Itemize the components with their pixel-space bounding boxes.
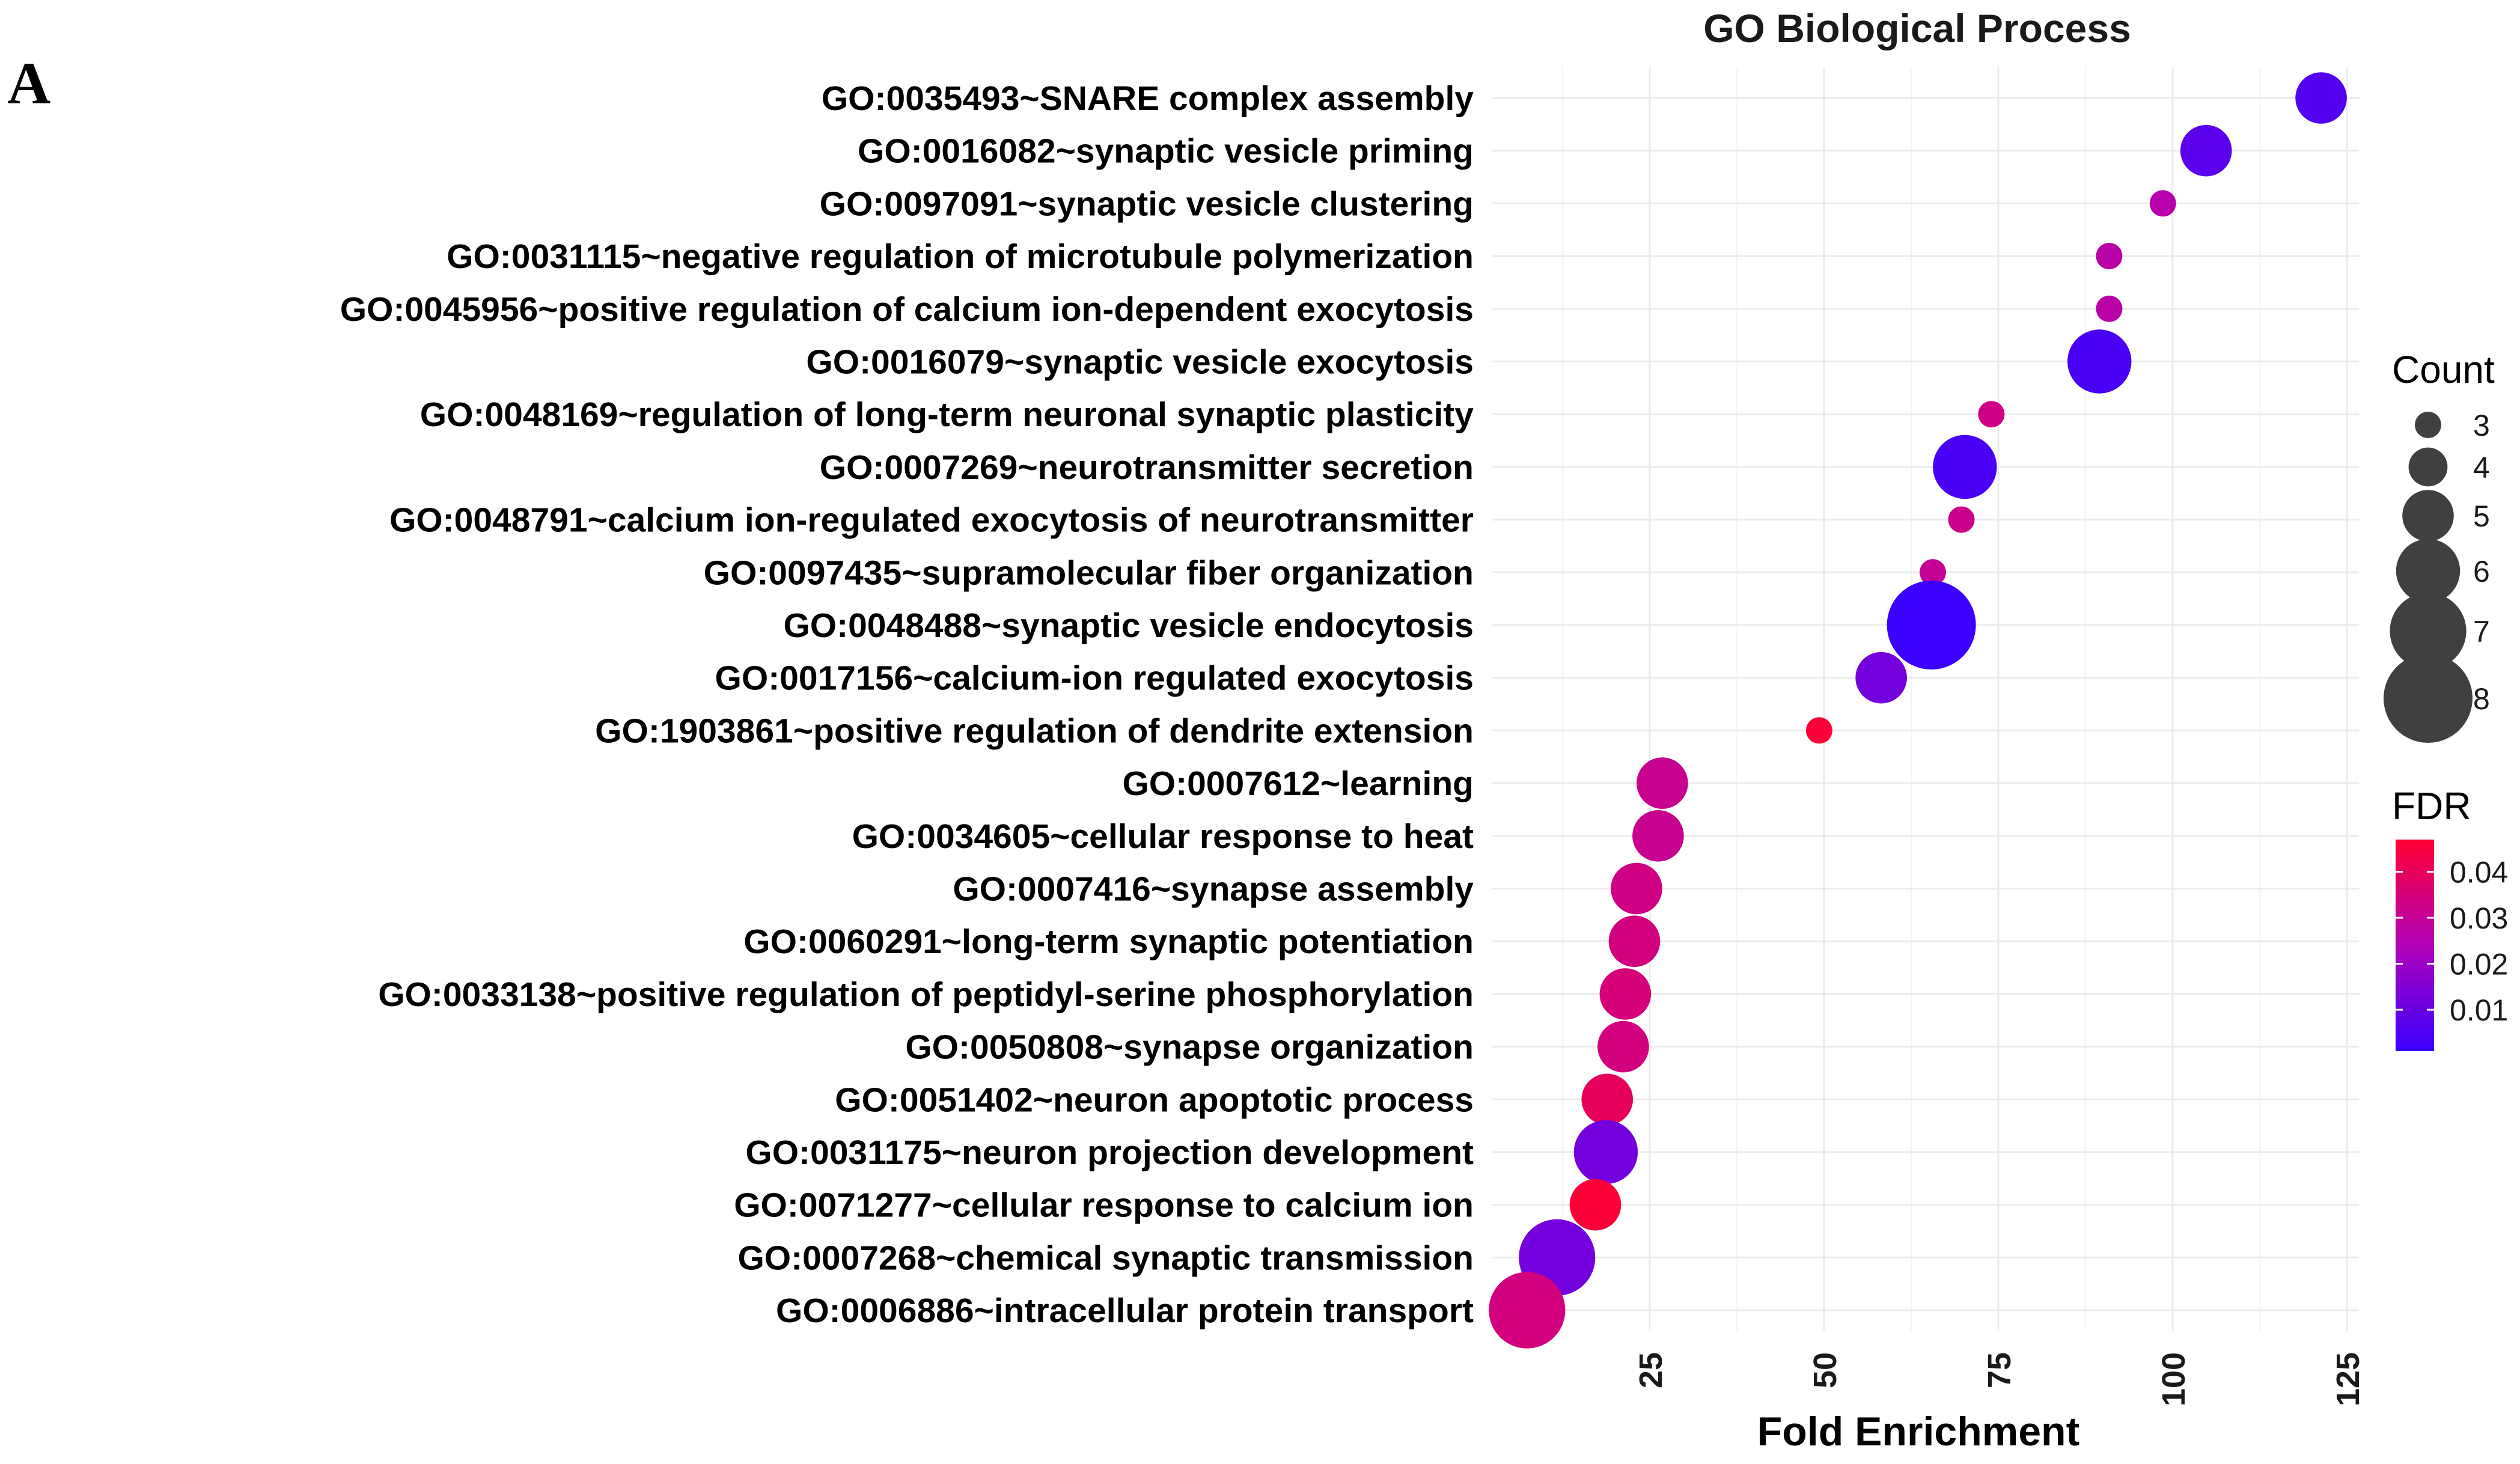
- legend-count-dot: [2384, 654, 2473, 743]
- legend-count-dot: [2396, 538, 2461, 603]
- legend-count: 3 4 5 6 7 8: [2384, 409, 2490, 743]
- y-tick-label: GO:0007612~learning: [1122, 764, 1474, 803]
- legend-count-label: 4: [2473, 451, 2490, 484]
- data-point: [1599, 968, 1652, 1020]
- y-tick-label: GO:0031115~negative regulation of microt…: [447, 237, 1474, 276]
- x-tick-label: 50: [1807, 1352, 1843, 1388]
- legend-count-label: 6: [2473, 555, 2490, 588]
- x-tick-label: 75: [1982, 1352, 2018, 1388]
- y-tick-label: GO:0017156~calcium-ion regulated exocyto…: [715, 659, 1474, 698]
- y-tick-label: GO:0045956~positive regulation of calciu…: [340, 290, 1474, 329]
- y-tick-label: GO:0007268~chemical synaptic transmissio…: [737, 1239, 1474, 1277]
- legend-fdr-label: 0.01: [2450, 993, 2508, 1027]
- legend-fdr-label: 0.02: [2450, 948, 2508, 981]
- grid: [1492, 67, 2359, 1331]
- data-point: [1637, 757, 1688, 809]
- data-point: [1611, 862, 1662, 915]
- data-point: [2096, 243, 2123, 270]
- y-tick-label: GO:0007416~synapse assembly: [953, 870, 1474, 909]
- y-tick-label: GO:0048169~regulation of long-term neuro…: [420, 395, 1474, 434]
- y-tick-label: GO:0097091~synaptic vesicle clustering: [820, 185, 1474, 223]
- legend-count-label: 7: [2473, 615, 2490, 648]
- x-tick-label: 125: [2330, 1352, 2366, 1406]
- legend-fdr-title: FDR: [2392, 784, 2471, 828]
- legend-fdr-label: 0.03: [2450, 901, 2508, 935]
- y-tick-label: GO:0048791~calcium ion-regulated exocyto…: [389, 501, 1474, 540]
- legend-fdr-label: 0.04: [2450, 856, 2508, 889]
- legend-count-dot: [2415, 412, 2441, 438]
- data-point: [1581, 1073, 1634, 1126]
- y-tick-label: GO:0006886~intracellular protein transpo…: [776, 1292, 1474, 1330]
- legend-count-title: Count: [2392, 348, 2495, 391]
- y-tick-label: GO:0033138~positive regulation of peptid…: [378, 975, 1474, 1014]
- data-point: [1855, 651, 1907, 704]
- legend-count-dot: [2402, 490, 2454, 541]
- y-tick-label: GO:0071277~cellular response to calcium …: [734, 1186, 1474, 1225]
- data-point: [2096, 295, 2123, 322]
- data-point: [1632, 810, 1684, 862]
- y-tick-label: GO:0034605~cellular response to heat: [852, 817, 1474, 856]
- data-point: [2295, 72, 2347, 124]
- data-point: [1933, 435, 1997, 499]
- x-tick-label: 100: [2156, 1352, 2192, 1406]
- y-tick-label: GO:0031175~neuron projection development: [745, 1133, 1474, 1172]
- chart-title: GO Biological Process: [1703, 6, 2131, 50]
- legend-count-label: 8: [2473, 682, 2490, 716]
- data-point: [1569, 1179, 1622, 1231]
- legend-count-dot: [2408, 447, 2448, 487]
- x-axis-title: Fold Enrichment: [1757, 1409, 2079, 1454]
- data-point: [1887, 581, 1976, 669]
- data-point: [1919, 559, 1946, 586]
- y-tick-label: GO:0016079~synaptic vesicle exocytosis: [806, 343, 1474, 382]
- legend-fdr-ticks: 0.04 0.03 0.02 0.01: [2396, 856, 2508, 1027]
- fdr-colorbar: [2396, 840, 2434, 1051]
- y-tick-label: GO:0035493~SNARE complex assembly: [822, 79, 1474, 118]
- y-tick-label: GO:1903861~positive regulation of dendri…: [595, 712, 1474, 750]
- panel-label: A: [7, 50, 50, 117]
- data-point: [1608, 915, 1661, 967]
- y-tick-label: GO:0097435~supramolecular fiber organiza…: [704, 554, 1474, 592]
- data-point: [1597, 1020, 1649, 1073]
- legend: Count 3 4 5 6 7 8 FDR 0.04 0.03 0.02 0.01: [2384, 348, 2508, 1051]
- x-tick-label: 25: [1633, 1352, 1669, 1388]
- data-point: [1489, 1272, 1566, 1349]
- y-tick-label: GO:0050808~synapse organization: [905, 1028, 1474, 1067]
- data-point: [2067, 329, 2132, 394]
- y-tick-label: GO:0051402~neuron apoptotic process: [835, 1081, 1474, 1119]
- y-tick-label: GO:0048488~synaptic vesicle endocytosis: [783, 606, 1474, 645]
- legend-count-label: 3: [2473, 409, 2490, 442]
- data-point: [2149, 190, 2176, 217]
- data-point: [1805, 717, 1832, 744]
- legend-count-label: 5: [2473, 499, 2490, 533]
- data-point: [1978, 401, 2005, 428]
- data-point: [1948, 506, 1975, 533]
- x-axis-ticks: 25 50 75 100 125: [1633, 1352, 2366, 1406]
- term-labels: GO:0035493~SNARE complex assembly GO:0016…: [340, 79, 1474, 1330]
- legend-count-dot: [2390, 593, 2467, 669]
- data-points: [1489, 72, 2347, 1349]
- y-tick-label: GO:0016082~synaptic vesicle priming: [858, 132, 1474, 171]
- data-point: [2180, 124, 2232, 177]
- data-point: [1573, 1120, 1638, 1185]
- y-tick-label: GO:0007269~neurotransmitter secretion: [820, 448, 1474, 487]
- y-tick-label: GO:0060291~long-term synaptic potentiati…: [743, 923, 1474, 961]
